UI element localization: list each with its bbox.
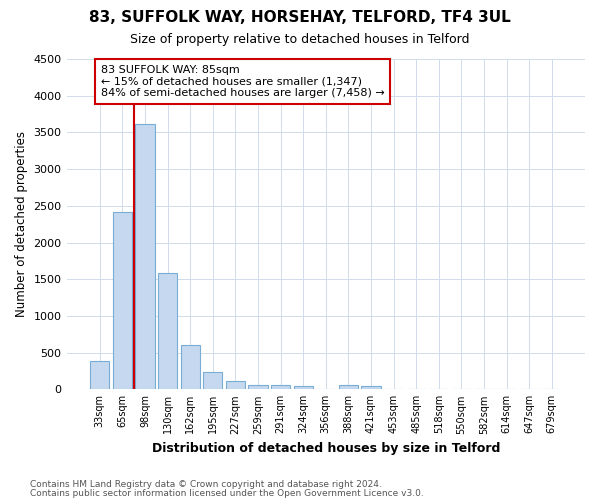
Bar <box>203 372 223 390</box>
Text: Size of property relative to detached houses in Telford: Size of property relative to detached ho… <box>130 32 470 46</box>
Bar <box>339 384 358 390</box>
Bar <box>271 386 290 390</box>
X-axis label: Distribution of detached houses by size in Telford: Distribution of detached houses by size … <box>152 442 500 455</box>
Bar <box>293 386 313 390</box>
Text: Contains HM Land Registry data © Crown copyright and database right 2024.: Contains HM Land Registry data © Crown c… <box>30 480 382 489</box>
Text: 83 SUFFOLK WAY: 85sqm
← 15% of detached houses are smaller (1,347)
84% of semi-d: 83 SUFFOLK WAY: 85sqm ← 15% of detached … <box>101 65 385 98</box>
Y-axis label: Number of detached properties: Number of detached properties <box>15 131 28 317</box>
Bar <box>361 386 380 390</box>
Bar <box>181 344 200 390</box>
Bar <box>113 212 132 390</box>
Text: 83, SUFFOLK WAY, HORSEHAY, TELFORD, TF4 3UL: 83, SUFFOLK WAY, HORSEHAY, TELFORD, TF4 … <box>89 10 511 25</box>
Bar <box>90 362 109 390</box>
Bar <box>158 274 177 390</box>
Bar <box>136 124 155 390</box>
Bar <box>226 381 245 390</box>
Bar <box>248 384 268 390</box>
Text: Contains public sector information licensed under the Open Government Licence v3: Contains public sector information licen… <box>30 488 424 498</box>
